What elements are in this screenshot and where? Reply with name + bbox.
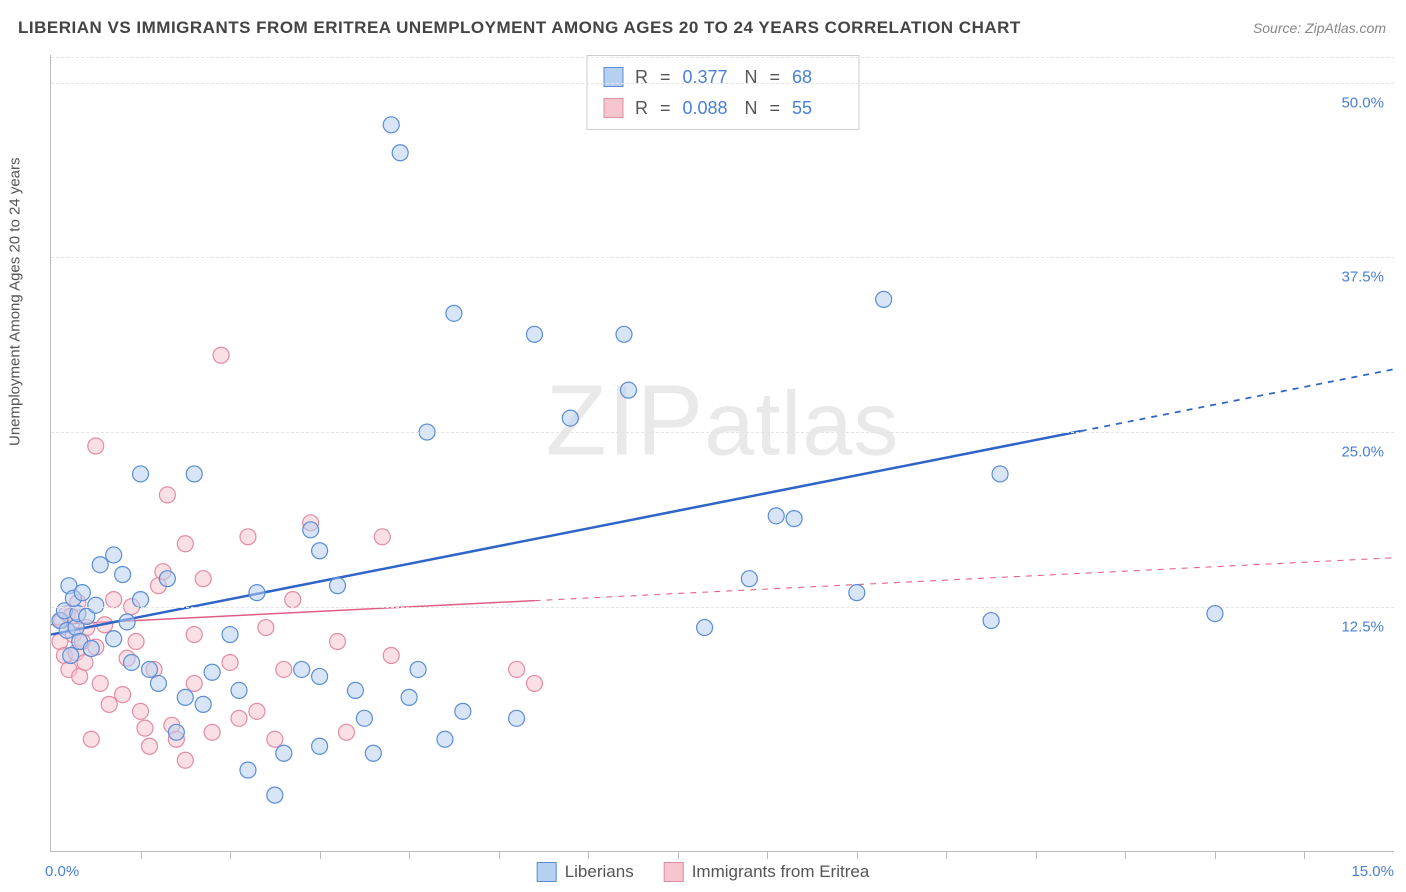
y-tick-label: 25.0% [1341,444,1384,461]
y-tick-label: 12.5% [1341,618,1384,635]
scatter-svg [51,55,1394,851]
x-axis-max-label: 15.0% [1351,863,1394,880]
y-tick-label: 50.0% [1341,94,1384,111]
y-axis-label: Unemployment Among Ages 20 to 24 years [7,157,24,446]
legend-item-liberians: Liberians [537,862,634,882]
legend-item-eritrea: Immigrants from Eritrea [664,862,870,882]
chart-title: LIBERIAN VS IMMIGRANTS FROM ERITREA UNEM… [18,18,1021,38]
legend-label-eritrea: Immigrants from Eritrea [692,862,870,882]
source-attribution: Source: ZipAtlas.com [1253,20,1386,36]
swatch-pink-icon [664,862,684,882]
x-axis-min-label: 0.0% [45,863,79,880]
legend-label-liberians: Liberians [565,862,634,882]
bottom-legend: Liberians Immigrants from Eritrea [537,862,870,882]
y-tick-label: 37.5% [1341,269,1384,286]
swatch-blue-icon [537,862,557,882]
chart-plot-area: ZIPatlas R = 0.377 N = 68 R = 0.088 N = … [50,55,1394,852]
